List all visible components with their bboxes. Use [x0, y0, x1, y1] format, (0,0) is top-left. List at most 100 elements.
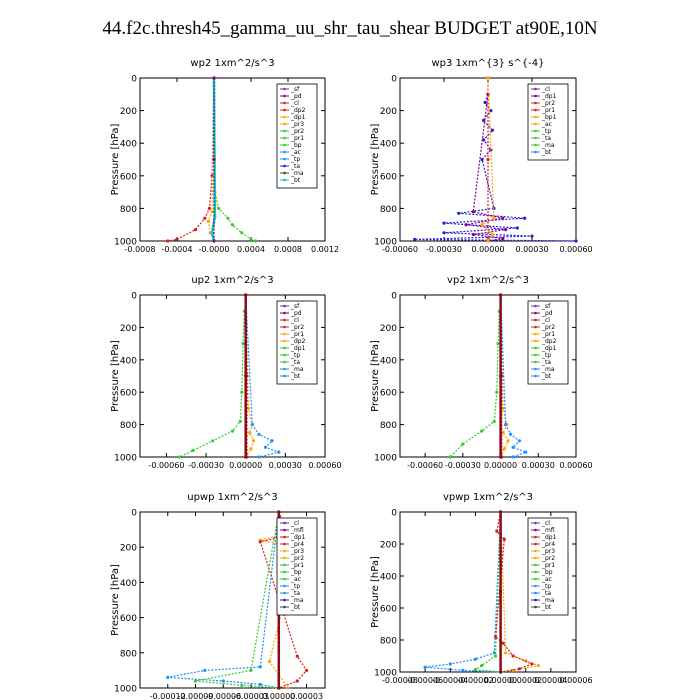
series-point — [258, 665, 262, 669]
y-tick-label: 400 — [380, 356, 397, 366]
legend-marker — [534, 360, 537, 364]
series-line — [179, 311, 245, 458]
series-point — [473, 668, 477, 672]
x-tick-label: 0.00004 — [534, 676, 567, 685]
legend-marker — [283, 528, 286, 532]
y-tick-label: 400 — [380, 140, 397, 150]
x-tick-label: -0.00030 — [426, 245, 462, 254]
series-point — [517, 667, 522, 671]
y-tick-label: 800 — [120, 649, 137, 659]
legend-entry: _dp2 — [290, 338, 306, 345]
series-point — [286, 686, 290, 690]
legend-entry: _ma — [290, 597, 304, 604]
series-point — [493, 635, 498, 639]
x-tick-label: -0.0008 — [125, 245, 156, 254]
panel-2: wp3 1xm^{3} s^{-4} Pressure [hPa] 0 200 400 6… — [370, 58, 593, 254]
legend-marker — [283, 577, 286, 581]
legend-entry: _pr1 — [290, 331, 304, 338]
y-axis-label: Pressure [hPa] — [110, 564, 121, 636]
legend-entry: _bp — [290, 569, 302, 576]
legend-entry: _pr4 — [290, 541, 304, 548]
y-tick-label: 800 — [120, 205, 137, 215]
y-tick-label: 1000 — [374, 454, 397, 464]
y-tick-label: 400 — [120, 140, 137, 150]
legend-entry: _pr2 — [290, 128, 304, 135]
x-tick-label: -0.00008 — [382, 676, 418, 685]
series-point — [295, 679, 299, 683]
series-point — [506, 439, 510, 443]
legend-entry: _bp — [290, 142, 302, 149]
panel-4: vp2 1xm^2/s^3 Pressure [hPa] 0 200 400 600 800… — [370, 275, 593, 470]
x-tick-label: -0.00004 — [432, 676, 468, 685]
legend-entry: _bt — [541, 373, 552, 380]
x-tick-label: 0.00000 — [229, 461, 262, 470]
series-point — [464, 223, 468, 227]
legend-entry: _ma — [541, 597, 555, 604]
panel-5: upwp 1xm^2/s^3 Pressure [hPa] 0 200 400 600 80… — [110, 492, 326, 700]
series-point — [166, 675, 170, 680]
series-point — [257, 432, 261, 436]
legend-entry: _pd — [290, 310, 302, 317]
x-tick-label: 0.00060 — [559, 245, 592, 254]
legend-marker — [534, 353, 537, 357]
series-point — [277, 686, 281, 690]
series-line — [473, 511, 502, 673]
series-point — [499, 670, 503, 674]
series-point — [211, 439, 215, 443]
legend-entry: _ma — [290, 366, 304, 373]
x-tick-label: -0.00012 — [150, 692, 186, 700]
series-line — [425, 511, 502, 673]
legend-marker — [534, 339, 537, 343]
legend-entry: _dp1 — [541, 93, 557, 100]
legend-marker — [283, 367, 286, 371]
legend-entry: _bt — [541, 604, 552, 611]
series-point — [495, 390, 499, 394]
legend-entry: _ta — [541, 359, 551, 366]
x-tick-label: -0.00003 — [233, 692, 269, 700]
legend-marker — [534, 542, 537, 546]
series-point — [504, 228, 508, 232]
legend-marker — [283, 122, 286, 126]
y-axis-label: Pressure [hPa] — [370, 340, 381, 412]
legend-box — [276, 300, 318, 385]
plot-frame — [139, 77, 326, 242]
legend-marker — [534, 143, 537, 147]
legend-marker — [283, 129, 286, 133]
y-tick-label: 1000 — [114, 238, 137, 248]
legend-entry: _pr1 — [541, 562, 555, 569]
legend-entry: _dp1 — [541, 534, 557, 541]
legend-marker — [283, 360, 286, 364]
legend-marker — [283, 556, 286, 560]
y-axis-label: Pressure [hPa] — [370, 556, 381, 628]
legend-marker — [283, 591, 286, 595]
plot-frame — [399, 294, 577, 458]
x-tick-label: 0.00000 — [262, 692, 295, 700]
legend-marker — [283, 94, 286, 98]
legend-marker — [283, 542, 286, 546]
legend-entry: _cl — [290, 520, 299, 527]
series-point — [206, 219, 210, 223]
legend-entry: _dp1 — [541, 345, 557, 352]
series-point — [461, 442, 465, 446]
series-point — [517, 439, 522, 443]
y-tick-label: 800 — [380, 205, 397, 215]
legend-marker — [534, 598, 537, 602]
series-point — [191, 448, 195, 453]
y-tick-label: 400 — [380, 573, 397, 583]
legend-entry: _sf — [290, 303, 300, 310]
x-tick-label: -0.00060 — [148, 461, 184, 470]
legend-marker — [534, 591, 537, 595]
legend-entry: _dp1 — [290, 114, 306, 121]
series-point — [492, 419, 496, 423]
series-point — [496, 342, 500, 346]
legend-marker — [283, 332, 286, 336]
series-point — [480, 223, 484, 227]
legend-marker — [534, 367, 537, 371]
series-point — [504, 651, 508, 655]
x-tick-label: 0.00000 — [484, 461, 517, 470]
series-point — [511, 445, 515, 449]
series-point — [530, 234, 534, 238]
legend-entry: _pr3 — [290, 121, 304, 128]
series-point — [249, 447, 253, 451]
legend-entry: _ma — [541, 366, 555, 373]
